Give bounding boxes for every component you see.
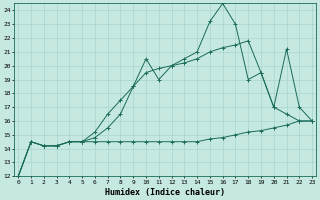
X-axis label: Humidex (Indice chaleur): Humidex (Indice chaleur) bbox=[105, 188, 225, 197]
